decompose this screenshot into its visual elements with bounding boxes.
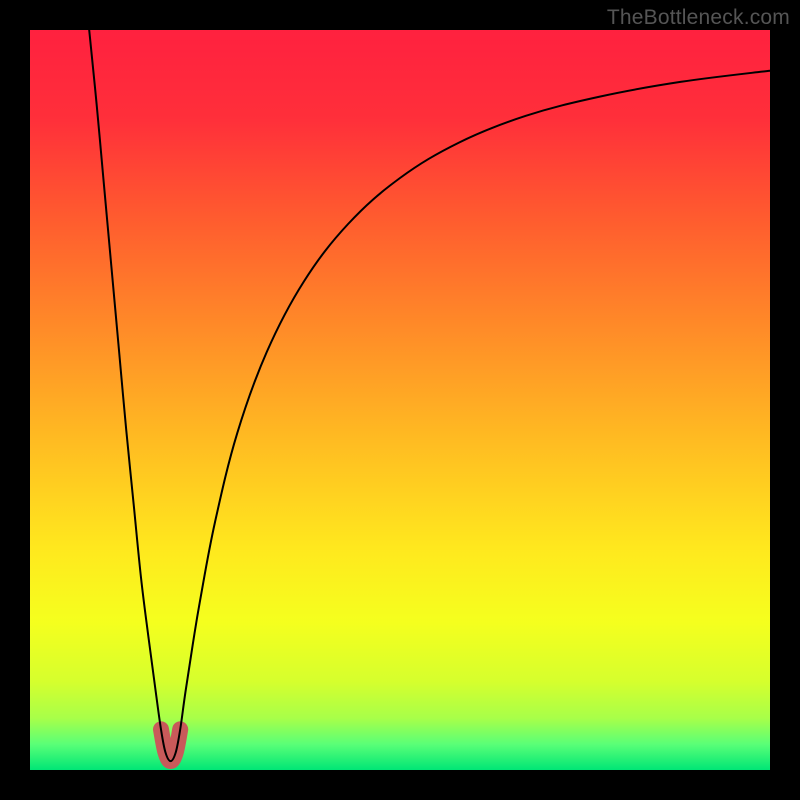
chart-root: TheBottleneck.com	[0, 0, 800, 800]
chart-plot-area	[30, 30, 770, 770]
chart-svg	[0, 0, 800, 800]
watermark-text: TheBottleneck.com	[607, 6, 790, 30]
